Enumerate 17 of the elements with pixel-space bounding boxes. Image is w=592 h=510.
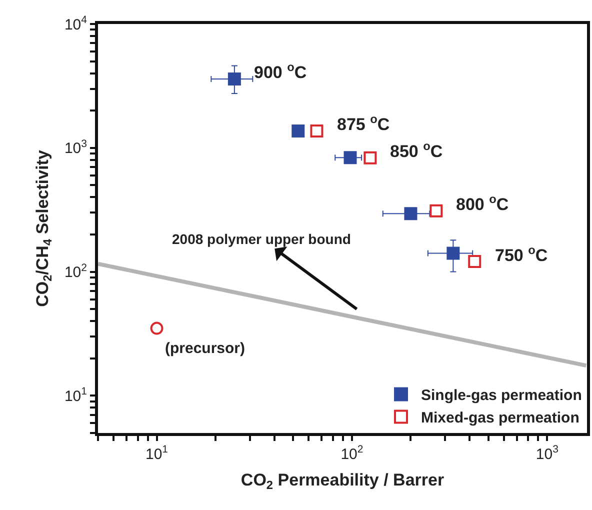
annotation: 875 $^{o}$C	[337, 112, 390, 134]
y-tick-label: 10$^{1}$	[64, 386, 88, 405]
x-tick-label: 10$^{3}$	[536, 444, 559, 463]
legend-label: Single-gas permeation	[421, 387, 582, 404]
annotation: 800 $^{o}$C	[456, 192, 509, 214]
annotation: 900 $^{o}$C	[254, 60, 307, 82]
x-tick-label: 10$^{2}$	[340, 444, 364, 463]
annotation: 850 $^{o}$C	[390, 139, 443, 162]
y-tick-label: 10$^{3}$	[64, 138, 88, 158]
x-tick-label: 10$^{1}$	[145, 444, 168, 463]
series-label: (precursor)	[165, 340, 246, 357]
y-tick-label: 10$^{4}$	[64, 14, 88, 34]
x-axis-title: CO$_{2}$ Permeability / Barrer	[240, 470, 444, 492]
annotation: 750 $^{o}$C	[495, 243, 548, 266]
text: 2008 polymer upper bound	[172, 231, 351, 247]
legend-label: Mixed-gas permeation	[421, 410, 580, 427]
y-tick-label: 10$^{2}$	[64, 262, 88, 282]
